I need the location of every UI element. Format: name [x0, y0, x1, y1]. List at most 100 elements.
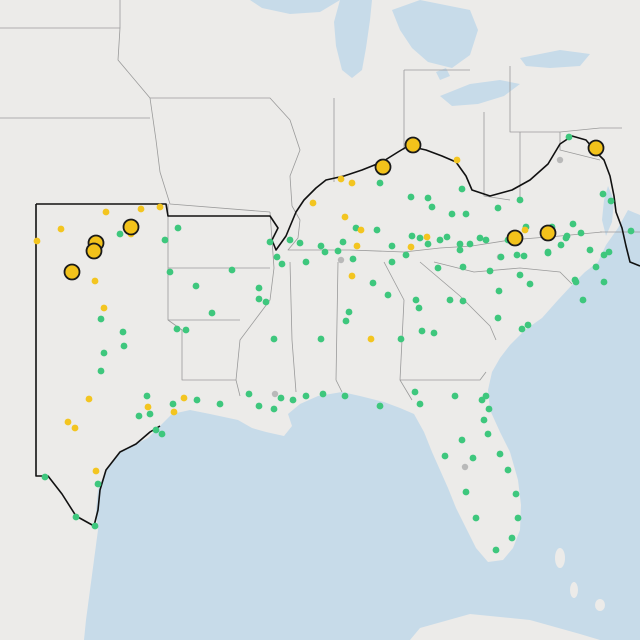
marker-green[interactable]	[492, 546, 500, 554]
marker-green[interactable]	[485, 405, 493, 413]
marker-green[interactable]	[466, 240, 474, 248]
marker-green[interactable]	[317, 242, 325, 250]
marker-green[interactable]	[334, 247, 342, 255]
marker-green[interactable]	[504, 466, 512, 474]
marker-green[interactable]	[402, 251, 410, 259]
marker-yellow[interactable]	[102, 208, 110, 216]
marker-green[interactable]	[513, 251, 521, 259]
marker-green[interactable]	[512, 490, 520, 498]
marker-yellow[interactable]	[144, 403, 152, 411]
marker-green[interactable]	[208, 309, 216, 317]
marker-large-yellow[interactable]	[374, 158, 392, 176]
marker-green[interactable]	[526, 280, 534, 288]
marker-green[interactable]	[577, 229, 585, 237]
marker-green[interactable]	[341, 392, 349, 400]
marker-green[interactable]	[508, 534, 516, 542]
marker-green[interactable]	[245, 390, 253, 398]
marker-green[interactable]	[345, 308, 353, 316]
marker-green[interactable]	[100, 349, 108, 357]
marker-green[interactable]	[169, 400, 177, 408]
marker-green[interactable]	[119, 328, 127, 336]
marker-green[interactable]	[388, 258, 396, 266]
marker-green[interactable]	[516, 196, 524, 204]
marker-yellow[interactable]	[357, 226, 365, 234]
marker-green[interactable]	[302, 392, 310, 400]
marker-green[interactable]	[494, 204, 502, 212]
marker-green[interactable]	[278, 260, 286, 268]
marker-green[interactable]	[146, 410, 154, 418]
marker-green[interactable]	[448, 210, 456, 218]
marker-green[interactable]	[600, 278, 608, 286]
marker-green[interactable]	[255, 402, 263, 410]
marker-green[interactable]	[152, 426, 160, 434]
marker-green[interactable]	[321, 248, 329, 256]
marker-green[interactable]	[339, 238, 347, 246]
marker-green[interactable]	[161, 236, 169, 244]
marker-green[interactable]	[408, 232, 416, 240]
marker-yellow[interactable]	[57, 225, 65, 233]
marker-green[interactable]	[407, 193, 415, 201]
marker-green[interactable]	[557, 241, 565, 249]
marker-green[interactable]	[544, 249, 552, 257]
marker-green[interactable]	[430, 329, 438, 337]
marker-green[interactable]	[72, 513, 80, 521]
marker-yellow[interactable]	[407, 243, 415, 251]
marker-green[interactable]	[428, 203, 436, 211]
marker-green[interactable]	[416, 234, 424, 242]
marker-green[interactable]	[416, 400, 424, 408]
marker-yellow[interactable]	[91, 277, 99, 285]
marker-green[interactable]	[342, 317, 350, 325]
marker-green[interactable]	[518, 325, 526, 333]
marker-green[interactable]	[302, 258, 310, 266]
marker-green[interactable]	[262, 298, 270, 306]
marker-large-yellow[interactable]	[404, 136, 422, 154]
marker-green[interactable]	[173, 325, 181, 333]
marker-green[interactable]	[158, 430, 166, 438]
marker-yellow[interactable]	[348, 179, 356, 187]
marker-green[interactable]	[565, 133, 573, 141]
marker-green[interactable]	[369, 279, 377, 287]
marker-green[interactable]	[286, 236, 294, 244]
marker-green[interactable]	[317, 335, 325, 343]
marker-yellow[interactable]	[92, 467, 100, 475]
marker-green[interactable]	[116, 230, 124, 238]
marker-green[interactable]	[255, 295, 263, 303]
marker-green[interactable]	[174, 224, 182, 232]
marker-green[interactable]	[469, 454, 477, 462]
marker-green[interactable]	[349, 255, 357, 263]
marker-green[interactable]	[424, 194, 432, 202]
marker-green[interactable]	[496, 450, 504, 458]
marker-green[interactable]	[495, 287, 503, 295]
marker-green[interactable]	[579, 296, 587, 304]
marker-green[interactable]	[277, 394, 285, 402]
marker-green[interactable]	[451, 392, 459, 400]
marker-green[interactable]	[424, 240, 432, 248]
marker-yellow[interactable]	[337, 175, 345, 183]
marker-green[interactable]	[94, 480, 102, 488]
marker-green[interactable]	[497, 253, 505, 261]
marker-gray[interactable]	[556, 156, 564, 164]
marker-green[interactable]	[520, 252, 528, 260]
marker-green[interactable]	[228, 266, 236, 274]
region-outline[interactable]	[36, 135, 640, 267]
marker-green[interactable]	[443, 233, 451, 241]
marker-green[interactable]	[569, 220, 577, 228]
marker-green[interactable]	[459, 263, 467, 271]
marker-green[interactable]	[97, 367, 105, 375]
marker-green[interactable]	[289, 396, 297, 404]
marker-green[interactable]	[411, 388, 419, 396]
marker-yellow[interactable]	[180, 394, 188, 402]
marker-large-yellow[interactable]	[506, 229, 524, 247]
marker-green[interactable]	[458, 436, 466, 444]
marker-green[interactable]	[514, 514, 522, 522]
marker-green[interactable]	[376, 179, 384, 187]
marker-green[interactable]	[193, 396, 201, 404]
marker-green[interactable]	[397, 335, 405, 343]
marker-green[interactable]	[166, 268, 174, 276]
marker-green[interactable]	[592, 263, 600, 271]
marker-green[interactable]	[319, 390, 327, 398]
marker-gray[interactable]	[337, 256, 345, 264]
marker-gray[interactable]	[461, 463, 469, 471]
marker-green[interactable]	[296, 239, 304, 247]
marker-green[interactable]	[605, 248, 613, 256]
